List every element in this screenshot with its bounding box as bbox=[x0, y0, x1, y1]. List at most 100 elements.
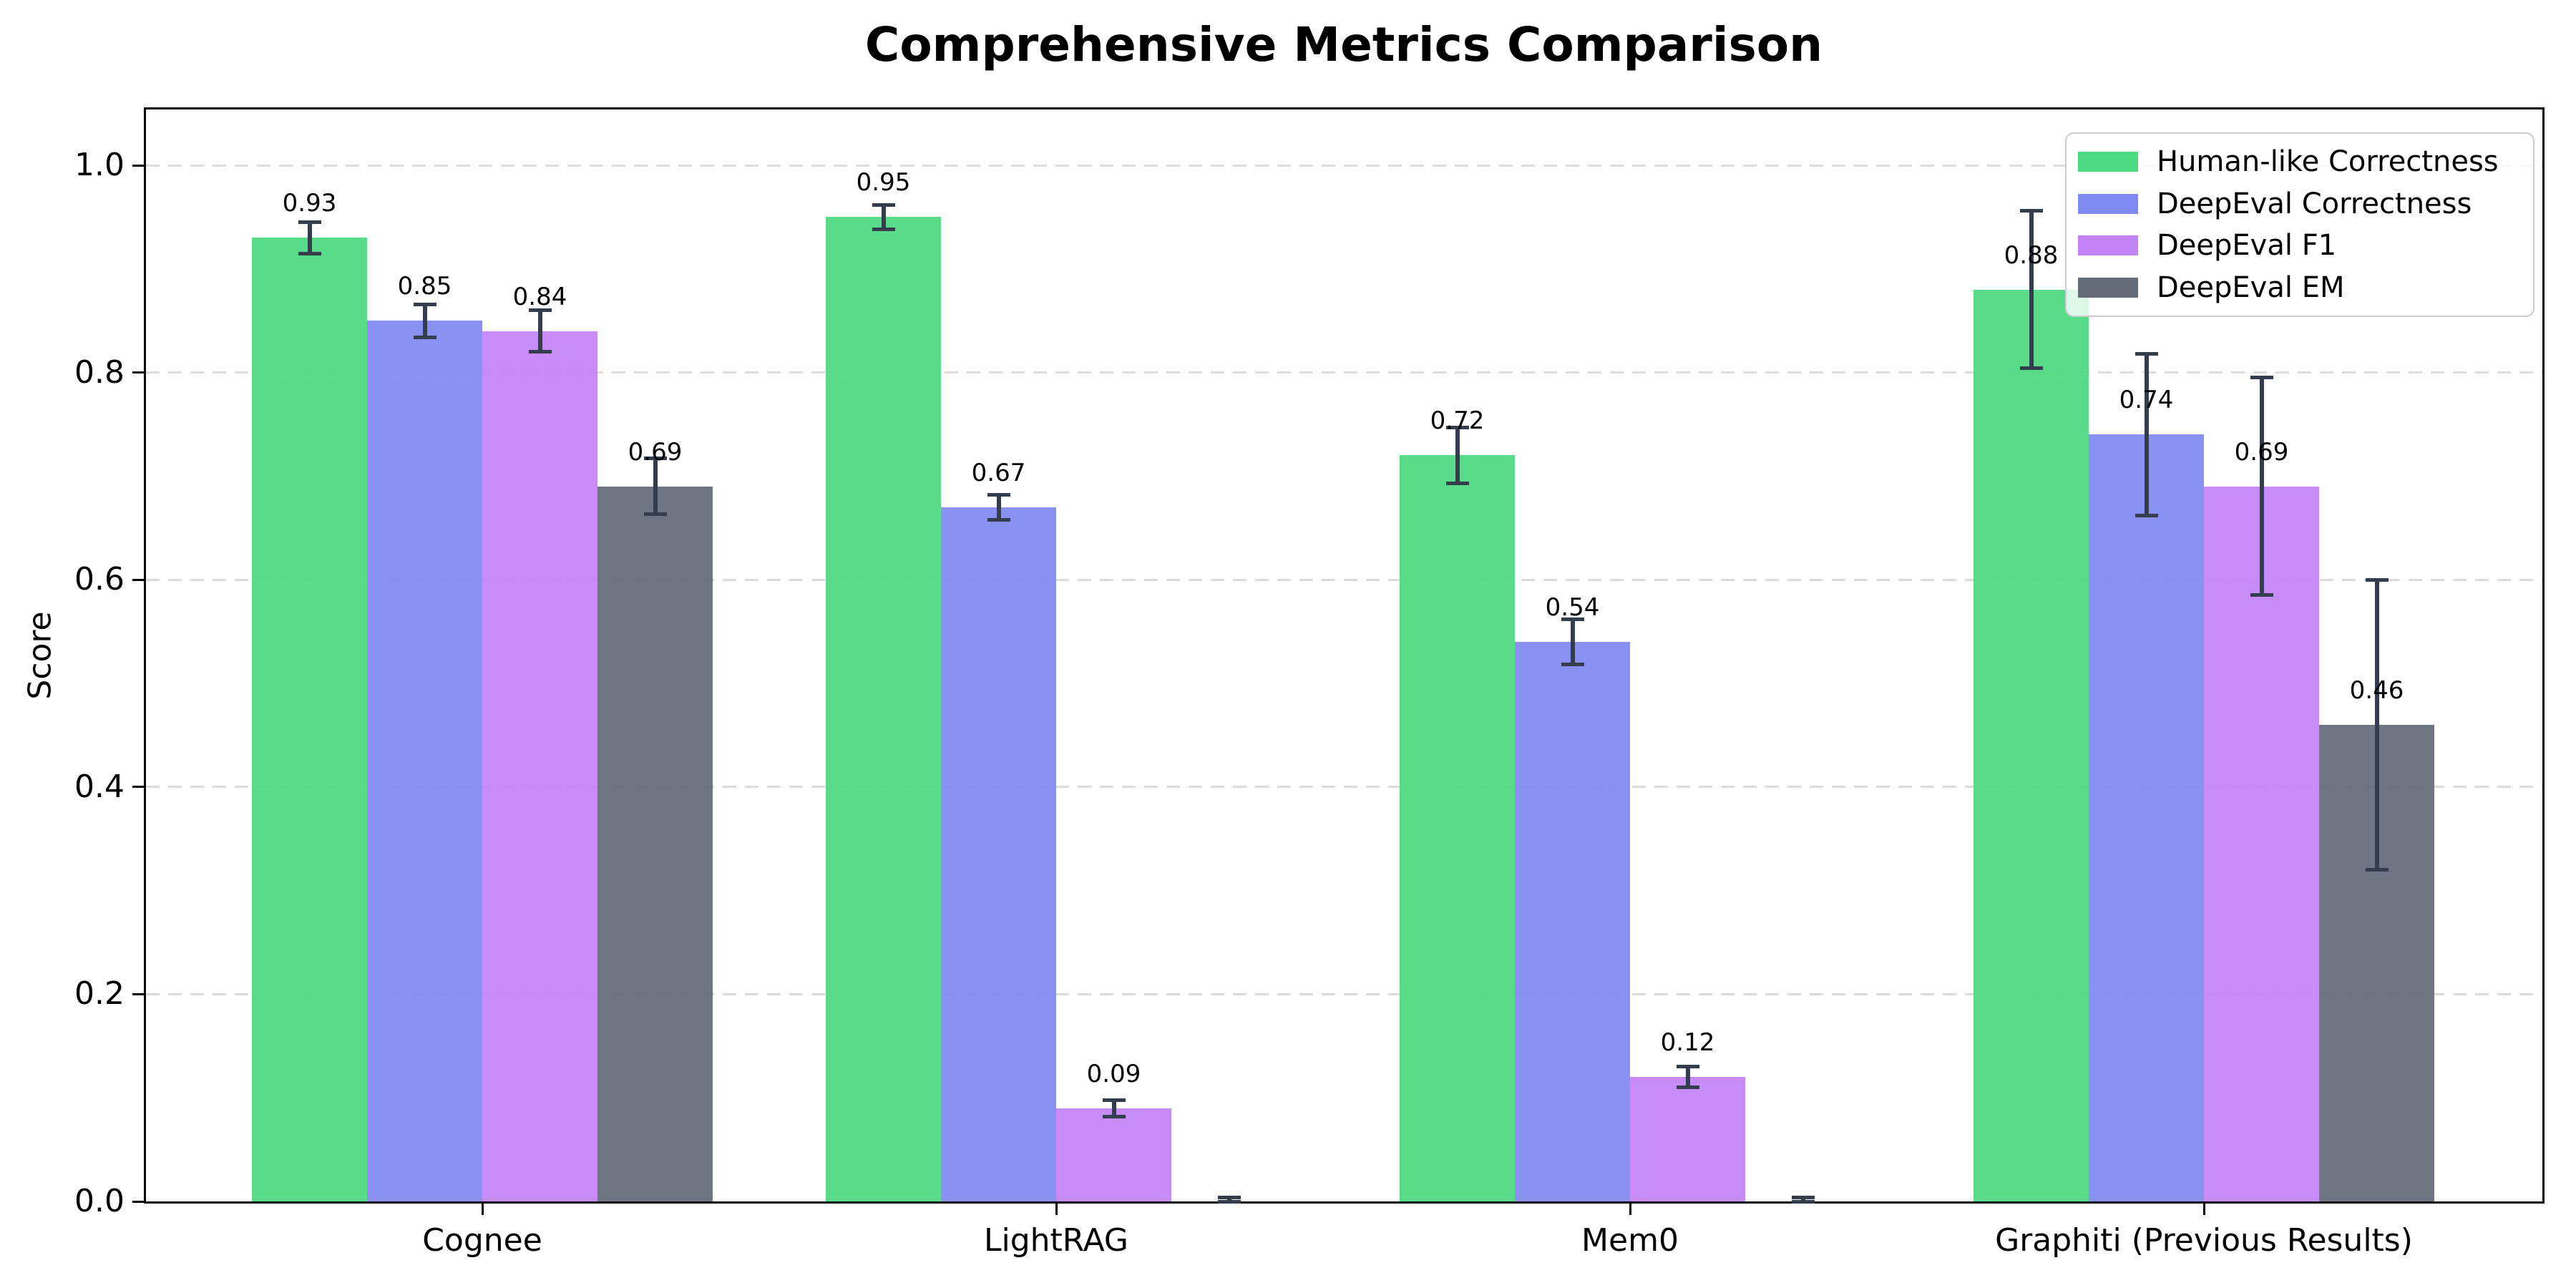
bar-value-label: 0.69 bbox=[2234, 437, 2289, 467]
error-bar-cap bbox=[1217, 1199, 1241, 1204]
error-bar-cap bbox=[2250, 376, 2273, 380]
error-bar bbox=[1111, 1100, 1116, 1117]
error-bar-cap bbox=[528, 308, 552, 313]
error-bar-cap bbox=[1445, 425, 1469, 429]
x-category-label: LightRAG bbox=[983, 1222, 1129, 1259]
error-bar-cap bbox=[643, 512, 667, 517]
error-bar-cap bbox=[528, 350, 552, 354]
bar-value-label: 0.12 bbox=[1660, 1028, 1715, 1058]
bar-value-label: 0.88 bbox=[2004, 240, 2059, 270]
bar bbox=[826, 217, 941, 1201]
bar bbox=[2204, 486, 2319, 1201]
error-bar-cap bbox=[1791, 1195, 1815, 1199]
error-bar bbox=[2374, 580, 2379, 870]
bar-value-label: 0.72 bbox=[1430, 406, 1485, 436]
bar-value-label: 0.84 bbox=[512, 282, 567, 311]
error-bar-cap bbox=[643, 457, 667, 461]
y-tick-mark bbox=[132, 992, 144, 995]
error-bar bbox=[1685, 1066, 1690, 1088]
error-bar bbox=[1226, 1197, 1231, 1201]
legend-item: DeepEval Correctness bbox=[2078, 187, 2533, 220]
x-tick-mark bbox=[1629, 1204, 1631, 1215]
y-tick-label: 1.0 bbox=[74, 147, 125, 183]
error-bar bbox=[2144, 353, 2149, 516]
error-bar bbox=[537, 310, 542, 352]
bar bbox=[1630, 1077, 1745, 1201]
error-bar-cap bbox=[2019, 209, 2043, 213]
error-bar-cap bbox=[2019, 366, 2043, 371]
error-bar-cap bbox=[1561, 663, 1584, 667]
error-bar-cap bbox=[1676, 1085, 1699, 1090]
error-bar-cap bbox=[1445, 482, 1469, 486]
error-bar-cap bbox=[1217, 1195, 1241, 1199]
y-tick-label: 0.2 bbox=[74, 975, 125, 1013]
y-tick-label: 0.4 bbox=[74, 768, 125, 805]
gridline bbox=[146, 578, 2542, 581]
error-bar bbox=[881, 205, 886, 230]
error-bar-cap bbox=[872, 228, 895, 232]
legend-swatch-deepeval-correctness bbox=[2078, 193, 2138, 214]
y-axis-label: Score bbox=[21, 611, 59, 700]
error-bar bbox=[1800, 1197, 1805, 1201]
error-bar-cap bbox=[2135, 513, 2158, 517]
error-bar-cap bbox=[987, 492, 1010, 497]
bar-value-label: 0.46 bbox=[2349, 675, 2404, 705]
bar-value-label: 0.09 bbox=[1086, 1059, 1141, 1088]
bar-value-label: 0.69 bbox=[628, 437, 683, 467]
bar bbox=[252, 238, 367, 1201]
error-bar-cap bbox=[872, 203, 895, 207]
legend-label: Human-like Correctness bbox=[2157, 145, 2499, 179]
y-tick-label: 0.6 bbox=[74, 561, 125, 598]
legend-swatch-deepeval-f1 bbox=[2078, 235, 2138, 256]
legend-label: DeepEval F1 bbox=[2157, 229, 2337, 263]
gridline bbox=[146, 164, 2542, 167]
bar bbox=[367, 321, 482, 1201]
legend-swatch-human-like-correctness bbox=[2078, 152, 2138, 172]
x-category-label: Mem0 bbox=[1581, 1222, 1679, 1259]
bar bbox=[941, 507, 1056, 1201]
error-bar bbox=[1570, 619, 1575, 665]
y-tick-mark bbox=[132, 164, 144, 167]
error-bar bbox=[2029, 210, 2034, 369]
error-bar-cap bbox=[1102, 1114, 1126, 1118]
x-category-label: Graphiti (Previous Results) bbox=[1995, 1222, 2413, 1259]
error-bar-cap bbox=[1791, 1199, 1815, 1204]
y-tick-mark bbox=[132, 1200, 144, 1203]
legend-label: DeepEval Correctness bbox=[2157, 187, 2472, 220]
error-bar bbox=[2259, 377, 2264, 595]
y-tick-mark bbox=[132, 578, 144, 581]
y-tick-label: 0.0 bbox=[74, 1183, 125, 1219]
error-bar-cap bbox=[413, 302, 436, 306]
x-category-label: Cognee bbox=[422, 1222, 542, 1259]
bar-value-label: 0.67 bbox=[971, 458, 1026, 487]
y-tick-label: 0.8 bbox=[74, 353, 125, 391]
error-bar bbox=[307, 222, 312, 254]
error-bar-cap bbox=[298, 251, 321, 255]
legend-label: DeepEval EM bbox=[2157, 270, 2345, 304]
bar-value-label: 0.85 bbox=[397, 272, 452, 301]
x-tick-mark bbox=[2202, 1204, 2205, 1215]
legend-item: Human-like Correctness bbox=[2078, 145, 2533, 178]
bar bbox=[482, 331, 597, 1201]
error-bar-cap bbox=[298, 220, 321, 225]
y-tick-mark bbox=[132, 786, 144, 789]
error-bar bbox=[653, 458, 658, 514]
bar bbox=[1974, 289, 2089, 1201]
legend: Human-like Correctness DeepEval Correctn… bbox=[2065, 132, 2534, 317]
bar bbox=[1515, 642, 1630, 1201]
error-bar-cap bbox=[1561, 617, 1584, 621]
gridline bbox=[146, 992, 2542, 995]
legend-item: DeepEval F1 bbox=[2078, 229, 2533, 262]
bar bbox=[1056, 1108, 1171, 1201]
x-tick-mark bbox=[1055, 1204, 1058, 1215]
bar bbox=[597, 486, 713, 1201]
error-bar bbox=[996, 494, 1001, 520]
error-bar-cap bbox=[2365, 577, 2389, 582]
bar bbox=[1400, 455, 1515, 1201]
error-bar bbox=[422, 304, 427, 338]
gridline bbox=[146, 371, 2542, 374]
error-bar-cap bbox=[413, 335, 436, 339]
bar-value-label: 0.74 bbox=[2119, 386, 2174, 415]
error-bar-cap bbox=[1676, 1065, 1699, 1069]
